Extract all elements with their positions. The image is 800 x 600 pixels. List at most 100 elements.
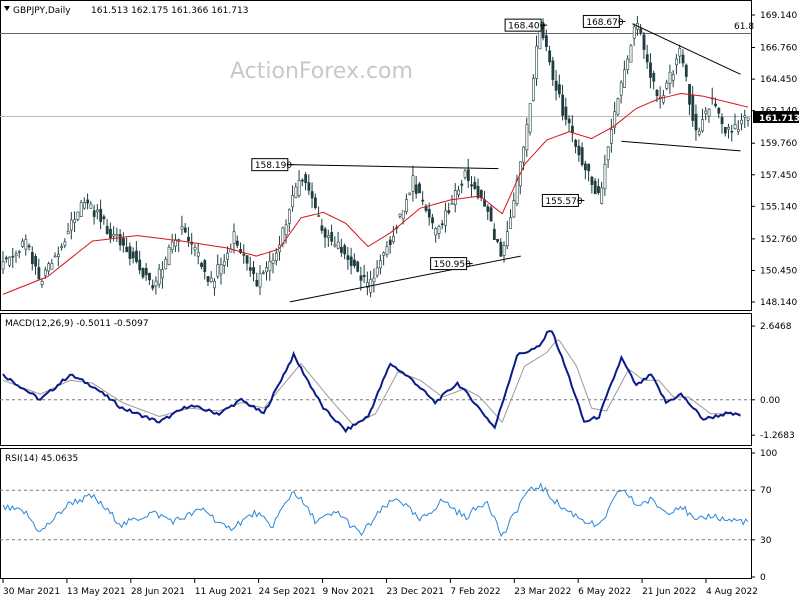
candle-body	[388, 239, 392, 245]
annotation-label: 168.670	[586, 18, 623, 28]
candle-body	[379, 260, 382, 269]
x-tick-label: 11 Aug 2021	[195, 587, 253, 597]
candle-body	[701, 119, 704, 132]
price-plot	[0, 15, 751, 303]
candle-body	[349, 256, 353, 266]
y-tick-label: 164.450	[760, 75, 797, 85]
candle-body	[131, 251, 135, 259]
macd-title: MACD(12,26,9) -0.5011 -0.5097	[5, 319, 149, 329]
candle-body	[574, 139, 578, 147]
candle-body	[346, 255, 350, 260]
candle-body	[743, 115, 747, 118]
candle-body	[414, 184, 418, 194]
candle-body	[122, 238, 125, 246]
x-tick-label: 23 Dec 2021	[386, 587, 444, 597]
candle-body	[437, 226, 441, 234]
last-price-marker: 161.713	[753, 111, 800, 124]
candle-body	[610, 129, 613, 144]
candle-body	[11, 255, 15, 258]
candle-body	[580, 147, 584, 165]
x-axis: 30 Mar 2021 13 May 2021 28 Jun 2021 11 Aug …	[2, 579, 758, 597]
trendline	[289, 255, 521, 303]
candle-body	[613, 111, 617, 129]
candle-body	[99, 208, 103, 222]
candle-body	[70, 219, 73, 231]
candle-body	[551, 60, 555, 80]
y-tick-label: 157.450	[760, 171, 797, 181]
candle-body	[740, 119, 743, 125]
candle-body	[161, 269, 164, 279]
x-tick-label: 24 Sep 2021	[259, 587, 316, 597]
candle-body	[248, 267, 252, 271]
candle-body	[736, 129, 740, 132]
candle-body	[466, 169, 470, 181]
candle-body	[479, 190, 483, 199]
annotation-label: 155.570	[545, 197, 582, 207]
watermark: ActionForex.com	[230, 59, 413, 84]
candle-body	[496, 238, 499, 242]
candle-body	[662, 95, 665, 103]
candle-body	[704, 110, 708, 114]
candle-body	[382, 252, 386, 256]
candle-body	[170, 241, 174, 250]
candle-body	[639, 28, 643, 33]
candle-body	[174, 239, 177, 247]
candle-body	[37, 267, 41, 280]
candle-body	[353, 259, 356, 267]
candle-body	[623, 69, 626, 88]
macd-signal-line	[2, 339, 741, 426]
candle-body	[678, 48, 682, 57]
candle-body	[167, 246, 171, 265]
candle-body	[405, 199, 408, 212]
candle-body	[242, 253, 246, 256]
candle-body	[642, 34, 646, 50]
candle-body	[287, 209, 291, 224]
candle-body	[66, 230, 70, 234]
candle-body	[310, 191, 314, 199]
macd-panel-frame	[0, 313, 752, 446]
candle-body	[714, 103, 717, 107]
y-tick-label: 152.760	[760, 235, 797, 245]
candle-body	[154, 280, 158, 287]
annotation-box	[251, 158, 289, 172]
candle-body	[333, 244, 337, 247]
candle-body	[40, 281, 44, 285]
candle-body	[681, 54, 685, 64]
candle-body	[431, 217, 434, 224]
candle-body	[76, 211, 80, 220]
candle-body	[79, 202, 83, 217]
candle-body	[102, 216, 106, 220]
candle-body	[1, 261, 5, 270]
candle-body	[629, 45, 633, 63]
candle-body	[343, 245, 347, 255]
candle-body	[486, 206, 490, 212]
candle-body	[30, 252, 34, 265]
candle-body	[522, 146, 526, 163]
annotation-box	[541, 193, 579, 207]
candle-body	[424, 205, 428, 211]
macd-plot	[0, 330, 751, 434]
candle-body	[21, 240, 25, 247]
x-tick-label: 13 May 2021	[67, 587, 126, 597]
candle-body	[593, 180, 597, 195]
price-y-axis: 169.140166.760164.450162.140159.760157.4…	[751, 11, 797, 308]
candle-body	[17, 251, 21, 253]
candle-body	[375, 267, 379, 276]
candle-body	[418, 183, 421, 194]
y-tick-label: 100	[760, 449, 777, 459]
price-panel-frame	[0, 0, 752, 311]
candle-body	[561, 94, 565, 116]
moving-average-line	[2, 92, 749, 295]
candle-body	[723, 126, 727, 134]
rsi-title: RSI(14) 45.0635	[5, 454, 78, 464]
candle-body	[57, 253, 60, 257]
candle-body	[733, 124, 737, 129]
macd-line	[2, 330, 741, 434]
candle-body	[323, 228, 327, 238]
candle-body	[512, 200, 516, 218]
candle-body	[196, 252, 200, 257]
candle-body	[297, 180, 301, 196]
candle-body	[509, 217, 513, 229]
candle-body	[645, 54, 649, 63]
candle-body	[92, 210, 96, 217]
